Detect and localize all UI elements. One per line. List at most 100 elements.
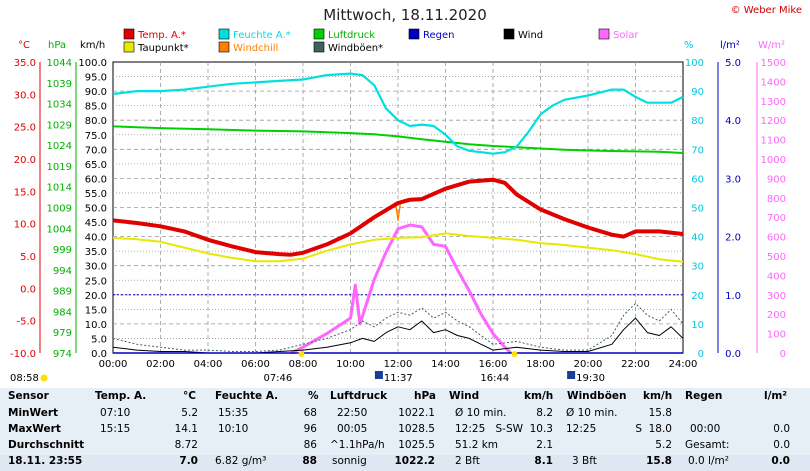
rain-value: 0.0 (771, 455, 790, 467)
solar-tick-label: 1000 (761, 155, 786, 166)
chart-title: Mittwoch, 18.11.2020 (323, 6, 487, 24)
legend-swatch (313, 28, 325, 40)
header-rain-unit: l/m² (764, 390, 787, 402)
wind-tick-label: 60.0 (85, 174, 107, 185)
copyright-label[interactable]: © Weber Mike (730, 5, 802, 16)
time-tick-label: 18:00 (526, 359, 555, 370)
row-label: Durchschnitt (8, 439, 85, 451)
humidity-tick-label: 80 (691, 116, 704, 127)
legend-label: Temp. A.* (137, 30, 186, 41)
header-temp: Temp. A. (95, 390, 147, 402)
sunset-label: 16:44 (480, 373, 509, 384)
legend-label: Windchill (233, 43, 278, 54)
wind-time: Ø 10 min. (455, 407, 507, 419)
legend-swatch (598, 28, 610, 40)
pressure-tick-label: 1039 (47, 79, 72, 90)
temp-tick-label: 10.0 (14, 220, 36, 231)
legend-swatch (123, 41, 135, 53)
pressure-tick-label: 984 (53, 307, 72, 318)
solar-tick-label: 1400 (761, 77, 786, 88)
temp-tick-label: 30.0 (14, 90, 36, 101)
wind-tick-label: 55.0 (85, 189, 107, 200)
table-row-max: MaxWert 15:15 14.1 10:10 96 00:05 1028.5… (0, 423, 810, 439)
time-tick-label: 24:00 (669, 359, 698, 370)
table-row-current: 18.11. 23:55 7.0 6.82 g/m³ 88 sonnig 102… (0, 455, 810, 471)
humidity-tick-label: 90 (691, 87, 704, 98)
pressure-tick-label: 1019 (47, 162, 72, 173)
hum-value: 86 (303, 439, 317, 451)
chart-axes: °C hPa km/h 35.0 30.0 25.0 20.0 15.0 10.0 5.0 0.0 -… (10, 40, 786, 370)
wind-time: 12:25 (455, 423, 486, 435)
header-press: Luftdruck (330, 390, 388, 402)
gust-bft: 3 Bft (572, 455, 597, 467)
temp-value: 5.2 (181, 407, 198, 419)
series-line-feuchte-a (112, 72, 684, 155)
time-tick-label: 16:00 (479, 359, 508, 370)
table-row-min: MinWert 07:10 5.2 15:35 68 22:50 1022.1 … (0, 407, 810, 423)
time-tick-label: 00:00 (99, 359, 128, 370)
solar-tick-label: 800 (767, 194, 786, 205)
time-tick-label: 22:00 (621, 359, 650, 370)
wind-tick-label: 100.0 (78, 58, 107, 69)
legend-swatch (218, 41, 230, 53)
pressure-tick-label: 1014 (47, 183, 72, 194)
time-tick-label: 02:00 (146, 359, 175, 370)
solar-tick-label: 900 (767, 174, 786, 185)
solar-tick-label: 1100 (761, 136, 786, 147)
rain-time: 00:00 (690, 423, 721, 435)
series-line-solar (290, 223, 512, 355)
rain-tick-label: 3.0 (725, 174, 741, 185)
header-hum: Feuchte A. (215, 390, 279, 402)
rain-axis-unit: l/m² (720, 40, 740, 51)
time-tick-label: 10:00 (336, 359, 365, 370)
time-tick-label: 12:00 (384, 359, 413, 370)
temp-tick-label: 15.0 (14, 187, 36, 198)
solar-tick-label: 500 (767, 252, 786, 263)
sunrise-icon (298, 351, 305, 357)
table-row-average: Durchschnitt 8.72 86 ^1.1hPa/h 1025.5 51… (0, 439, 810, 455)
rain-tick-label: 2.0 (725, 233, 741, 244)
series-line-luftdruck (112, 125, 684, 154)
rain-total-label: Gesamt: (685, 439, 730, 451)
moonrise-icon (567, 371, 576, 379)
wind-tick-label: 90.0 (85, 87, 107, 98)
humidity-tick-label: 70 (691, 145, 704, 156)
row-label: MaxWert (8, 423, 61, 435)
wind-tick-label: 45.0 (85, 218, 107, 229)
temp-tick-label: 5.0 (20, 252, 36, 263)
wind-tick-label: 85.0 (85, 102, 107, 113)
chart-series (112, 72, 684, 355)
wind-tick-label: 25.0 (85, 276, 107, 287)
rain-tick-label: 5.0 (725, 58, 741, 69)
temp-value: 7.0 (179, 455, 198, 467)
hum-value: 88 (302, 455, 317, 467)
solar-tick-label: 100 (767, 330, 786, 341)
pressure-tick-label: 979 (53, 328, 72, 339)
legend-label: Regen (423, 30, 455, 41)
header-sensor: Sensor (8, 390, 49, 402)
noon-icon (374, 371, 383, 379)
humidity-axis-unit: % (684, 40, 694, 51)
press-value: 1025.5 (398, 439, 435, 451)
noon-label: 11:37 (384, 373, 413, 384)
time-tick-label: 08:00 (289, 359, 318, 370)
chart-grid (112, 61, 684, 354)
pressure-tick-label: 1024 (47, 141, 72, 152)
press-value: 1028.5 (398, 423, 435, 435)
wind-tick-label: 15.0 (85, 305, 107, 316)
temp-value: 14.1 (174, 423, 198, 435)
humidity-tick-label: 10 (691, 320, 704, 331)
wind-value: 8.2 (536, 407, 553, 419)
pressure-tick-label: 999 (53, 245, 72, 256)
temp-tick-label: 0.0 (20, 284, 36, 295)
legend-swatch (123, 28, 135, 40)
wind-direction: S-SW (495, 423, 523, 435)
wind-tick-label: 65.0 (85, 160, 107, 171)
pressure-tick-label: 1044 (47, 58, 72, 69)
header-gust-unit: km/h (643, 390, 673, 402)
press-time: 22:50 (337, 407, 368, 419)
humidity-tick-label: 30 (691, 262, 704, 273)
legend-label: Solar (613, 30, 639, 41)
wind-bft: 2 Bft (455, 455, 480, 467)
temp-tick-label: -10.0 (10, 349, 36, 360)
